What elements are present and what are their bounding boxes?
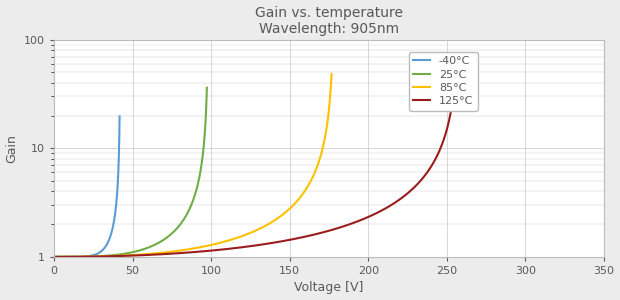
-40°C [50,255,58,259]
-40°C [115,170,122,174]
25°C [203,86,211,90]
125°C [401,194,409,197]
Line: 85°C: 85°C [54,74,332,257]
-40°C [78,255,86,259]
-40°C [116,115,123,118]
Line: 25°C: 25°C [54,88,207,257]
25°C [68,255,75,259]
Line: -40°C: -40°C [54,116,120,257]
85°C [157,251,164,255]
Legend: -40°C, 25°C, 85°C, 125°C: -40°C, 25°C, 85°C, 125°C [409,52,477,111]
25°C [109,254,117,257]
-40°C [107,232,115,235]
25°C [77,255,84,259]
85°C [293,200,300,204]
Line: 125°C: 125°C [54,66,456,257]
125°C [120,254,128,258]
-40°C [76,255,83,259]
25°C [50,255,58,259]
125°C [453,64,460,68]
85°C [169,250,176,253]
125°C [96,255,104,258]
85°C [322,130,330,133]
X-axis label: Voltage [V]: Voltage [V] [294,281,364,294]
85°C [328,72,335,76]
Title: Gain vs. temperature
Wavelength: 905nm: Gain vs. temperature Wavelength: 905nm [255,6,403,36]
125°C [50,255,58,259]
-40°C [58,255,65,259]
125°C [222,247,229,251]
25°C [115,253,123,256]
-40°C [62,255,69,259]
Y-axis label: Gain: Gain [6,134,19,163]
125°C [445,122,452,126]
85°C [50,255,58,259]
125°C [205,249,212,253]
25°C [200,143,208,147]
85°C [82,255,89,259]
85°C [99,255,106,258]
25°C [184,212,191,215]
